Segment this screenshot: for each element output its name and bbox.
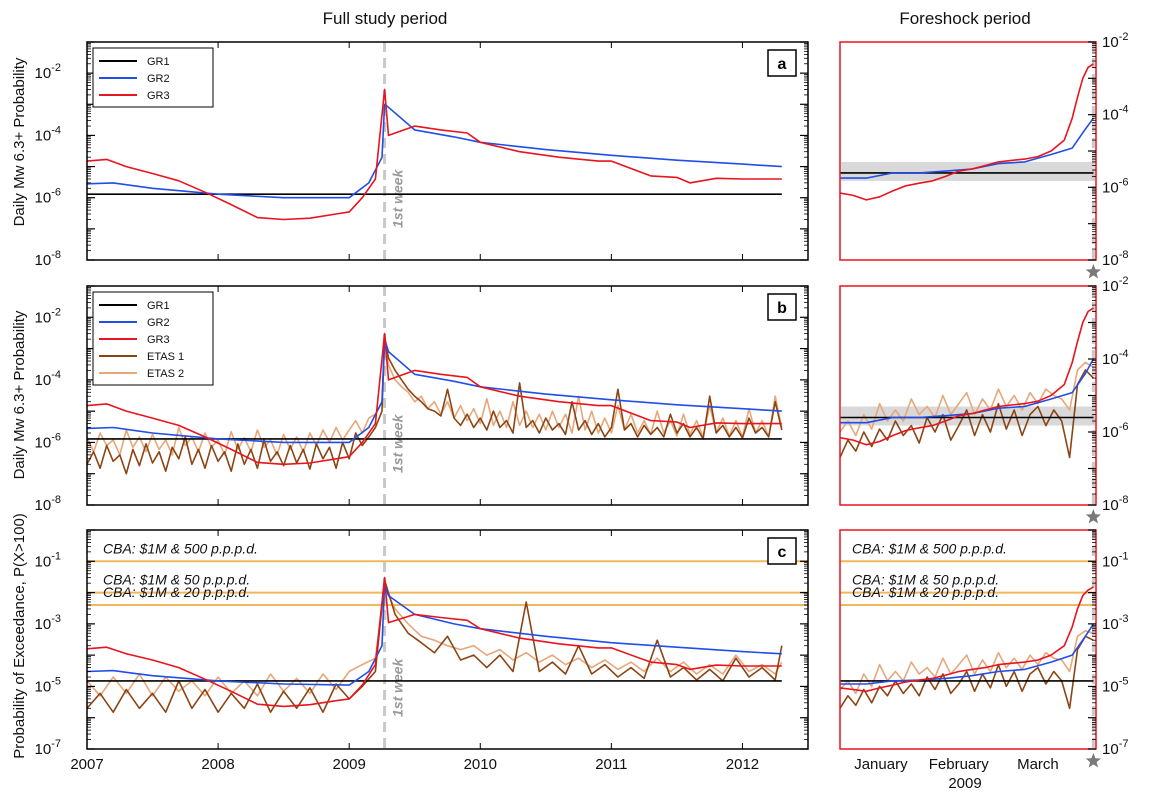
panel-a: 1st week 10-2 10-4 10-6 10-8 a GR1 GR2 GR3 <box>35 41 809 269</box>
y-tick-label: 10-2 <box>35 62 61 82</box>
ylabel-b: Daily Mw 6.3+ Probability <box>11 310 28 479</box>
series-etas1 <box>87 579 783 714</box>
y-tick-label: 10-1 <box>35 550 61 570</box>
cba-label: CBA: $1M & 20 p.p.p.d. <box>852 584 999 600</box>
legend-label: GR1 <box>147 300 170 312</box>
y-tick-label: 10-8 <box>35 494 61 514</box>
panels: 1st week10-210-410-610-8aGR1GR2GR310-210… <box>35 31 1129 773</box>
y-tick-label: 10-2 <box>1102 31 1128 51</box>
y-tick-label: 10-4 <box>35 369 61 389</box>
panel-letter-box <box>767 49 797 77</box>
x-tick-label: 2009 <box>332 756 365 773</box>
panel-letter: c <box>778 544 787 561</box>
x-tick-label: January <box>854 756 908 773</box>
x-tick-label: 2011 <box>595 756 627 773</box>
title-foreshock: Foreshock period <box>899 9 1030 28</box>
series-gr3 <box>87 88 782 221</box>
y-tick-label: 10-8 <box>1102 249 1128 269</box>
y-tick-label: 10-6 <box>1102 176 1128 196</box>
x-tick-label: March <box>1017 756 1059 773</box>
series-gr3 <box>840 586 1094 693</box>
panel-letter-box <box>767 293 797 321</box>
series-gr3 <box>840 63 1094 201</box>
plot-frame <box>839 529 1097 750</box>
mainshock-star-icon <box>1085 509 1101 524</box>
y-tick-label: 10-3 <box>35 613 61 633</box>
y-tick-label: 10-5 <box>35 675 61 695</box>
cba-label: CBA: $1M & 500 p.p.p.d. <box>852 540 1007 556</box>
plot-frame <box>86 41 809 261</box>
mainshock-star-icon <box>1085 753 1101 768</box>
legend-label: GR1 <box>147 56 170 68</box>
series-etas1 <box>840 369 1094 459</box>
panel-letter: a <box>778 56 787 73</box>
y-tick-label: 10-4 <box>1102 348 1128 368</box>
cba-label: CBA: $1M & 50 p.p.p.d. <box>103 572 250 588</box>
panel-letter-box <box>767 537 797 565</box>
series-gr2 <box>87 103 782 199</box>
zoom-year-label: 2009 <box>948 775 981 792</box>
series-gr3 <box>87 332 782 466</box>
y-tick-label: 10-8 <box>1102 494 1128 514</box>
panel-b-zoom: 10-2 10-4 10-6 10-8 <box>839 275 1128 524</box>
panel-b: 1st week 10-2 10-4 10-6 10-8 b GR1 GR2 GR3 ETAS 1… <box>35 285 809 514</box>
first-week-label: 1st week <box>390 657 406 717</box>
panel-letter: b <box>777 300 787 317</box>
first-week-label: 1st week <box>390 413 406 473</box>
series-gr3 <box>840 307 1094 446</box>
legend-label: GR2 <box>147 73 170 85</box>
y-tick-label: 10-2 <box>1102 275 1128 295</box>
mainshock-star-icon <box>1085 264 1101 279</box>
y-tick-label: 10-2 <box>35 306 61 326</box>
series-gr2 <box>840 623 1095 685</box>
y-tick-label: 10-6 <box>35 431 61 451</box>
cba-label: CBA: $1M & 50 p.p.p.d. <box>852 572 999 588</box>
series-etas1 <box>840 635 1094 710</box>
cba-label: CBA: $1M & 20 p.p.p.d. <box>103 584 250 600</box>
series-etas2 <box>840 361 1094 437</box>
y-tick-label: 10-4 <box>1102 104 1128 124</box>
y-tick-label: 10-3 <box>1102 613 1128 633</box>
legend-label: GR2 <box>147 317 170 329</box>
series-etas2 <box>840 629 1094 695</box>
cba-label: CBA: $1M & 500 p.p.p.d. <box>103 540 258 556</box>
y-tick-label: 10-6 <box>1102 421 1128 441</box>
x-tick-label: 2010 <box>464 756 497 773</box>
legend-label: ETAS 2 <box>147 368 184 380</box>
series-gr2 <box>840 358 1095 424</box>
legend-label: ETAS 1 <box>147 351 184 363</box>
panel-a-zoom: 10-2 10-4 10-6 10-8 <box>839 31 1128 279</box>
plot-frame <box>839 41 1097 261</box>
legend-label: GR3 <box>147 334 170 346</box>
panel-c-zoom: CBA: $1M & 500 p.p.p.d. CBA: $1M & 50 p.p… <box>839 529 1128 773</box>
y-tick-label: 10-7 <box>35 738 61 758</box>
uncertainty-band <box>841 161 1095 181</box>
first-week-label: 1st week <box>390 168 406 228</box>
series-gr3 <box>87 576 782 708</box>
y-tick-label: 10-7 <box>1102 738 1128 758</box>
x-tick-label: 2012 <box>726 756 759 773</box>
y-tick-label: 10-1 <box>1102 550 1128 570</box>
series-etas1 <box>87 335 783 475</box>
x-tick-label: February <box>929 756 990 773</box>
ylabel-c: Probability of Exceedance, P(X>100) <box>11 513 28 759</box>
panel-c: CBA: $1M & 500 p.p.p.d. CBA: $1M & 50 p.p… <box>35 529 809 773</box>
series-etas2 <box>87 586 783 697</box>
plot-frame <box>86 529 809 750</box>
legend-label: GR3 <box>147 90 170 102</box>
y-tick-label: 10-4 <box>35 124 61 144</box>
ylabel-a: Daily Mw 6.3+ Probability <box>11 57 28 226</box>
x-tick-label: 2007 <box>70 756 103 773</box>
y-tick-label: 10-8 <box>35 249 61 269</box>
y-tick-label: 10-6 <box>35 187 61 207</box>
x-tick-label: 2008 <box>201 756 234 773</box>
title-full-study: Full study period <box>323 9 448 28</box>
plot-frame <box>86 285 809 506</box>
y-tick-label: 10-5 <box>1102 675 1128 695</box>
